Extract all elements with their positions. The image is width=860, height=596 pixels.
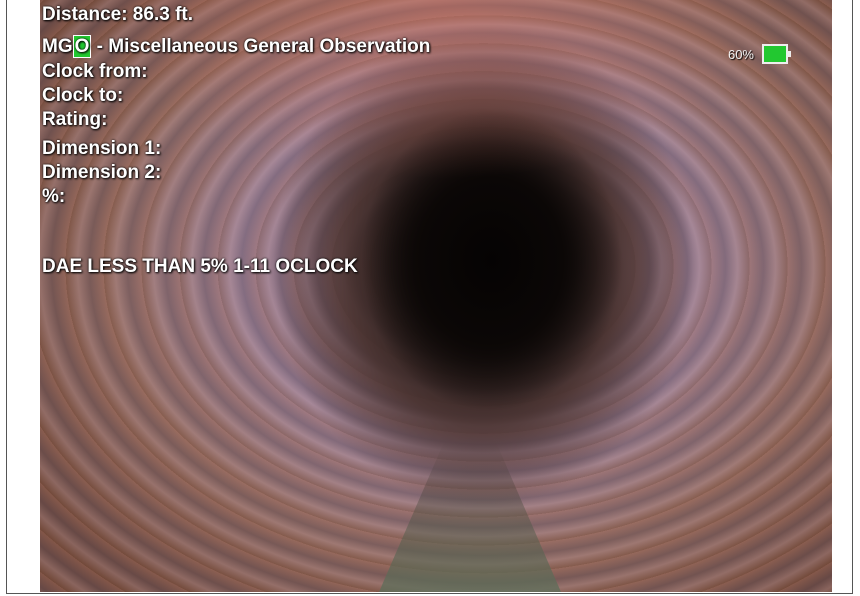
distance: Distance: 86.3 ft. [42,3,193,27]
remark: DAE LESS THAN 5% 1-11 OCLOCK [42,255,358,279]
page: Distance: 86.3 ft. MGO - Miscellaneous G… [0,0,860,596]
battery: 60% [728,44,788,64]
field: Dimension 2: [42,161,161,185]
field: Rating: [42,108,107,132]
cursor: O [73,35,92,58]
pipe-glow [100,0,780,180]
battery-label: 60% [728,47,754,62]
field: Clock from: [42,60,148,84]
observation-description: - Miscellaneous General Observation [97,36,431,57]
field: %: [42,185,65,209]
field: Dimension 1: [42,137,161,161]
battery-icon [762,44,788,64]
field: Clock to: [42,84,123,108]
